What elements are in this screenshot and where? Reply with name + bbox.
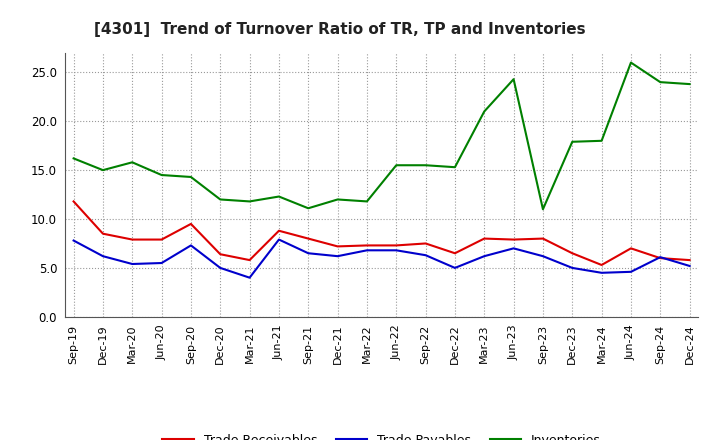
Inventories: [509, 77, 518, 82]
Inventories: [274, 194, 283, 199]
Trade Payables: [363, 248, 372, 253]
Inventories: [480, 109, 489, 114]
Trade Receivables: [363, 243, 372, 248]
Inventories: [451, 165, 459, 170]
Trade Receivables: [274, 228, 283, 233]
Legend: Trade Receivables, Trade Payables, Inventories: Trade Receivables, Trade Payables, Inven…: [162, 434, 601, 440]
Trade Receivables: [451, 251, 459, 256]
Trade Payables: [157, 260, 166, 266]
Inventories: [363, 199, 372, 204]
Trade Receivables: [69, 199, 78, 204]
Trade Receivables: [186, 221, 195, 227]
Trade Receivables: [304, 236, 312, 241]
Text: [4301]  Trend of Turnover Ratio of TR, TP and Inventories: [4301] Trend of Turnover Ratio of TR, TP…: [94, 22, 585, 37]
Trade Payables: [685, 263, 694, 268]
Trade Receivables: [157, 237, 166, 242]
Inventories: [246, 199, 254, 204]
Inventories: [539, 207, 547, 212]
Trade Payables: [392, 248, 400, 253]
Trade Payables: [509, 246, 518, 251]
Inventories: [216, 197, 225, 202]
Trade Receivables: [568, 251, 577, 256]
Trade Payables: [421, 253, 430, 258]
Line: Trade Receivables: Trade Receivables: [73, 202, 690, 265]
Inventories: [69, 156, 78, 161]
Trade Payables: [69, 238, 78, 243]
Trade Payables: [626, 269, 635, 275]
Trade Payables: [480, 253, 489, 259]
Trade Payables: [451, 265, 459, 271]
Trade Receivables: [246, 257, 254, 263]
Inventories: [186, 174, 195, 180]
Trade Receivables: [656, 256, 665, 261]
Trade Payables: [539, 253, 547, 259]
Trade Receivables: [685, 257, 694, 263]
Trade Payables: [656, 254, 665, 260]
Trade Receivables: [480, 236, 489, 241]
Inventories: [99, 168, 107, 173]
Trade Payables: [246, 275, 254, 280]
Trade Receivables: [216, 252, 225, 257]
Inventories: [656, 80, 665, 85]
Trade Payables: [304, 251, 312, 256]
Trade Receivables: [392, 243, 400, 248]
Inventories: [568, 139, 577, 144]
Trade Receivables: [333, 244, 342, 249]
Inventories: [626, 60, 635, 65]
Inventories: [333, 197, 342, 202]
Inventories: [598, 138, 606, 143]
Trade Receivables: [128, 237, 137, 242]
Trade Payables: [333, 253, 342, 259]
Trade Receivables: [598, 262, 606, 268]
Inventories: [392, 163, 400, 168]
Trade Payables: [274, 237, 283, 242]
Trade Receivables: [99, 231, 107, 236]
Trade Receivables: [421, 241, 430, 246]
Inventories: [157, 172, 166, 178]
Trade Receivables: [626, 246, 635, 251]
Trade Receivables: [539, 236, 547, 241]
Trade Payables: [598, 270, 606, 275]
Trade Payables: [128, 261, 137, 267]
Inventories: [304, 205, 312, 211]
Inventories: [128, 160, 137, 165]
Inventories: [421, 163, 430, 168]
Line: Inventories: Inventories: [73, 62, 690, 209]
Line: Trade Payables: Trade Payables: [73, 239, 690, 278]
Trade Payables: [186, 243, 195, 248]
Trade Payables: [99, 253, 107, 259]
Inventories: [685, 81, 694, 87]
Trade Receivables: [509, 237, 518, 242]
Trade Payables: [216, 265, 225, 271]
Trade Payables: [568, 265, 577, 271]
